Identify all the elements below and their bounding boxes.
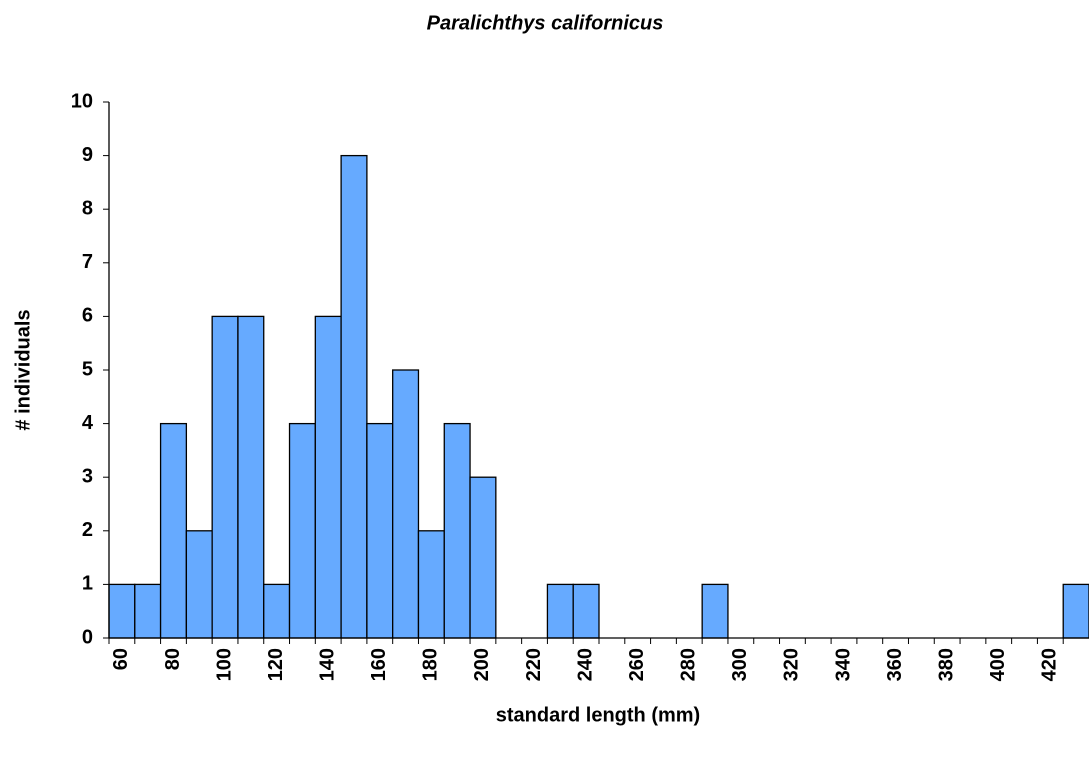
bar bbox=[159, 422, 188, 639]
x-tick-label: 340 bbox=[832, 648, 854, 681]
x-tick-label: 240 bbox=[574, 648, 596, 681]
x-tick-label: 220 bbox=[523, 648, 545, 681]
x-tick-label: 360 bbox=[884, 648, 906, 681]
bar bbox=[237, 315, 265, 639]
bar bbox=[546, 583, 574, 639]
bar bbox=[572, 583, 600, 639]
x-tick-label: 260 bbox=[626, 648, 648, 681]
x-axis-title: standard length (mm) bbox=[496, 704, 700, 726]
bar bbox=[417, 530, 445, 639]
x-tick-label: 80 bbox=[162, 648, 184, 670]
bar bbox=[211, 315, 239, 639]
bar bbox=[263, 583, 291, 639]
y-tick-label: 10 bbox=[71, 90, 93, 112]
y-tick-label: 4 bbox=[82, 412, 94, 434]
bar bbox=[288, 422, 316, 639]
y-tick-label: 8 bbox=[82, 197, 93, 219]
bar bbox=[1062, 583, 1089, 639]
bar bbox=[469, 476, 497, 639]
x-tick-label: 320 bbox=[781, 648, 803, 681]
x-tick-label: 380 bbox=[935, 648, 957, 681]
bar bbox=[134, 583, 162, 639]
y-tick-label: 3 bbox=[82, 465, 93, 487]
x-tick-label: 140 bbox=[316, 648, 338, 681]
y-tick-label: 5 bbox=[82, 358, 93, 380]
x-tick-label: 180 bbox=[420, 648, 442, 681]
bar bbox=[701, 583, 729, 639]
bar bbox=[443, 422, 471, 639]
x-tick-label: 60 bbox=[110, 648, 132, 670]
y-tick-label: 1 bbox=[82, 573, 93, 595]
x-tick-label: 280 bbox=[678, 648, 700, 681]
bar bbox=[340, 154, 368, 639]
y-tick-label: 6 bbox=[82, 305, 93, 327]
bar bbox=[392, 369, 420, 639]
bar bbox=[314, 315, 342, 639]
x-tick-label: 300 bbox=[729, 648, 751, 681]
x-tick-label: 200 bbox=[471, 648, 493, 681]
bar bbox=[185, 530, 213, 639]
bar bbox=[366, 422, 394, 639]
y-tick-label: 7 bbox=[82, 251, 93, 273]
x-tick-label: 420 bbox=[1039, 648, 1061, 681]
x-tick-label: 120 bbox=[265, 648, 287, 681]
bar bbox=[108, 583, 136, 639]
x-tick-label: 400 bbox=[987, 648, 1009, 681]
y-tick-label: 9 bbox=[82, 144, 93, 166]
x-tick-label: 100 bbox=[213, 648, 235, 681]
x-tick-label: 160 bbox=[368, 648, 390, 681]
y-tick-label: 0 bbox=[82, 626, 93, 648]
y-tick-label: 2 bbox=[82, 519, 93, 541]
y-axis-title: # individuals bbox=[12, 309, 34, 430]
chart-title: Paralichthys californicus bbox=[427, 12, 664, 34]
